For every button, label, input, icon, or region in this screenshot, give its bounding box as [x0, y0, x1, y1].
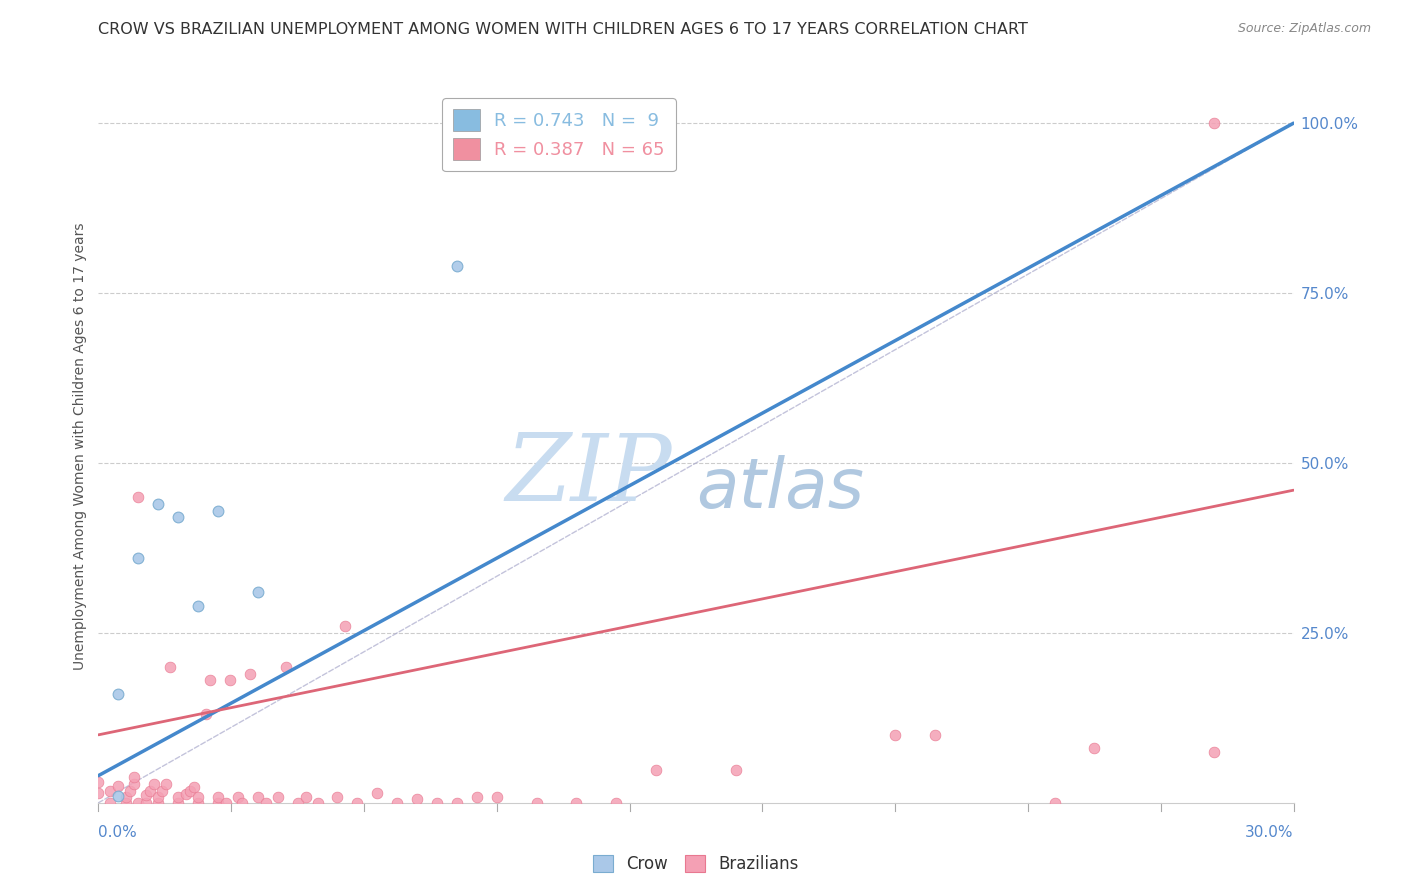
Point: [87, 786, 110, 800]
Text: CROW VS BRAZILIAN UNEMPLOYMENT AMONG WOMEN WITH CHILDREN AGES 6 TO 17 YEARS CORR: CROW VS BRAZILIAN UNEMPLOYMENT AMONG WOM…: [98, 22, 1028, 37]
Point: [326, 790, 349, 805]
Point: [87, 775, 110, 789]
Point: [446, 796, 468, 810]
Point: [366, 786, 388, 800]
Point: [167, 796, 190, 810]
Point: [335, 619, 357, 633]
Point: [107, 687, 129, 701]
Point: [135, 796, 157, 810]
Point: [100, 796, 122, 810]
Point: [155, 777, 177, 791]
Point: [183, 780, 205, 794]
Legend: Crow, Brazilians: Crow, Brazilians: [586, 848, 806, 880]
Point: [187, 599, 209, 613]
Point: [645, 763, 668, 777]
Point: [167, 790, 190, 805]
Point: [100, 783, 122, 797]
Point: [124, 777, 146, 791]
Point: [107, 789, 129, 803]
Point: [143, 777, 166, 791]
Point: [219, 673, 242, 688]
Point: [207, 790, 229, 805]
Point: [198, 673, 221, 688]
Point: [148, 796, 170, 810]
Point: [884, 728, 907, 742]
Point: [426, 796, 449, 810]
Point: [148, 790, 170, 805]
Point: [207, 796, 229, 810]
Point: [135, 788, 157, 802]
Point: [605, 796, 627, 810]
Point: [465, 790, 488, 805]
Point: [124, 770, 146, 784]
Point: [120, 783, 142, 797]
Point: [1202, 116, 1225, 130]
Point: [148, 497, 170, 511]
Point: [115, 790, 138, 805]
Point: [267, 790, 290, 805]
Point: [307, 796, 329, 810]
Text: 0.0%: 0.0%: [98, 825, 138, 840]
Point: [174, 787, 197, 801]
Point: [274, 660, 297, 674]
Point: [231, 796, 253, 810]
Point: [127, 490, 149, 504]
Point: [446, 259, 468, 273]
Point: [226, 790, 249, 805]
Point: [159, 660, 181, 674]
Point: [207, 503, 229, 517]
Point: [526, 796, 548, 810]
Point: [1202, 745, 1225, 759]
Point: [385, 796, 409, 810]
Text: atlas: atlas: [696, 455, 863, 523]
Point: [1083, 741, 1105, 756]
Point: [1043, 796, 1066, 810]
Point: [127, 796, 149, 810]
Point: [195, 707, 218, 722]
Point: [139, 783, 162, 797]
Point: [924, 728, 946, 742]
Point: [179, 783, 201, 797]
Text: ZIP: ZIP: [505, 430, 672, 519]
Point: [215, 796, 238, 810]
Point: [246, 790, 269, 805]
Point: [485, 790, 508, 805]
Point: [565, 796, 588, 810]
Text: Source: ZipAtlas.com: Source: ZipAtlas.com: [1237, 22, 1371, 36]
Point: [107, 779, 129, 793]
Point: [187, 796, 209, 810]
Y-axis label: Unemployment Among Women with Children Ages 6 to 17 years: Unemployment Among Women with Children A…: [73, 222, 87, 670]
Point: [724, 763, 747, 777]
Point: [115, 796, 138, 810]
Point: [294, 790, 316, 805]
Point: [254, 796, 277, 810]
Point: [167, 510, 190, 524]
Point: [187, 790, 209, 805]
Point: [287, 796, 309, 810]
Point: [239, 666, 262, 681]
Point: [406, 792, 429, 806]
Point: [246, 585, 269, 599]
Point: [150, 783, 173, 797]
Point: [346, 796, 368, 810]
Point: [127, 551, 149, 566]
Text: 30.0%: 30.0%: [1246, 825, 1294, 840]
